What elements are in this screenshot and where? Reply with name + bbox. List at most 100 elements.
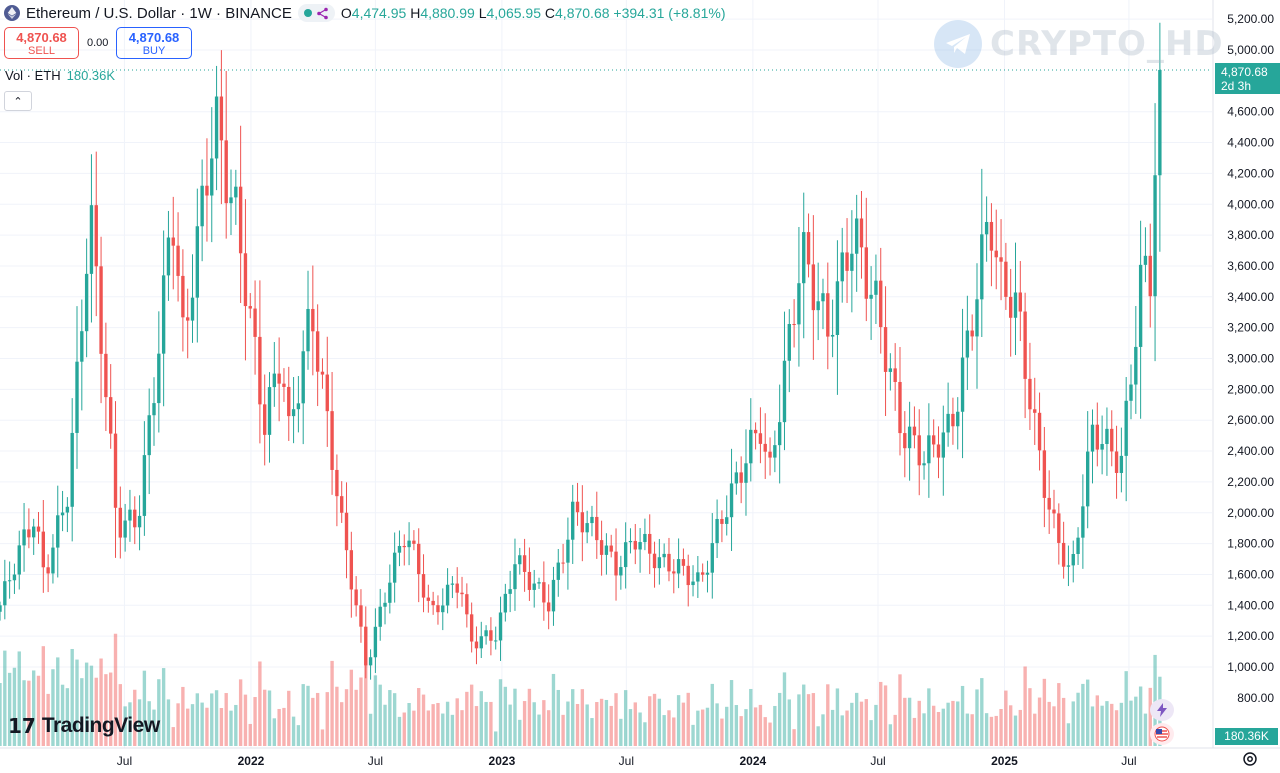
candle-body <box>243 253 248 307</box>
volume-bar <box>662 715 666 746</box>
volume-bar <box>113 633 118 746</box>
volume-bar <box>349 669 354 746</box>
volume-bar <box>970 714 974 746</box>
candle-body <box>56 515 60 548</box>
volume-bar <box>0 683 2 746</box>
candle-body <box>619 567 623 576</box>
candle-body <box>282 383 286 387</box>
candle-body <box>7 580 12 582</box>
candle-body <box>518 555 522 565</box>
candle-body <box>36 526 41 532</box>
candle-body <box>1114 451 1119 473</box>
lightning-icon[interactable] <box>1150 699 1174 721</box>
symbol-title[interactable]: Ethereum / U.S. Dollar · 1W · BINANCE <box>26 4 292 22</box>
volume-bar <box>965 713 970 746</box>
volume-bar <box>657 698 662 746</box>
candle-body <box>51 547 55 574</box>
volume-bar <box>956 701 960 746</box>
volume-bar <box>999 708 1003 746</box>
volume-bar <box>1061 697 1066 746</box>
volume-bar <box>604 699 609 746</box>
volume-bar <box>1148 687 1152 746</box>
tradingview-logo[interactable]: 17 TradingView <box>8 714 160 738</box>
candle-body <box>368 657 373 666</box>
candle-body <box>17 545 21 575</box>
candle-body <box>705 572 710 575</box>
candle-body <box>1134 346 1138 385</box>
candle-body <box>80 331 84 362</box>
volume-bar <box>1008 705 1013 746</box>
watermark: CRYPTO_HD <box>934 20 1224 68</box>
candle-body <box>503 593 508 613</box>
candle-body <box>821 293 825 302</box>
volume-bar <box>494 731 498 746</box>
candle-body <box>845 252 849 271</box>
candle-body <box>0 605 2 612</box>
candle-body <box>1124 400 1128 456</box>
settings-gear-icon[interactable] <box>1241 750 1259 768</box>
volume-bar <box>816 726 820 746</box>
chevron-up-icon: ⌃ <box>13 95 23 108</box>
candle-body <box>826 293 830 337</box>
volume-bar <box>869 720 873 746</box>
volume-bar <box>590 718 594 746</box>
y-axis-tick-label: 2,200.00 <box>1227 475 1274 489</box>
volume-bar <box>903 697 907 746</box>
candle-body <box>157 353 161 404</box>
candle-body <box>1066 565 1071 567</box>
candle-body <box>806 232 811 265</box>
candle-body <box>980 234 984 300</box>
volume-bar <box>431 704 435 746</box>
volume-legend[interactable]: Vol · ETH 180.36K <box>5 68 115 83</box>
candle-body <box>359 605 363 627</box>
candle-body <box>152 403 156 416</box>
volume-bar <box>1037 697 1042 746</box>
candle-body <box>1061 542 1066 567</box>
candle-body <box>238 186 243 254</box>
candle-body <box>835 281 840 335</box>
candle-body <box>205 185 209 196</box>
volume-bar <box>94 677 98 746</box>
volume-bar <box>729 680 734 746</box>
volume-bar <box>580 689 585 746</box>
watermark-text: CRYPTO_HD <box>990 24 1224 64</box>
candle-body <box>1119 455 1124 473</box>
volume-bar <box>70 648 74 746</box>
volume-bar <box>407 703 411 746</box>
candle-body <box>725 517 729 524</box>
candle-body <box>1047 497 1051 510</box>
candle-body <box>306 308 310 352</box>
candle-body <box>219 96 224 141</box>
candle-body <box>859 218 864 248</box>
volume-bar <box>152 709 156 746</box>
volume-bar <box>205 707 209 746</box>
candle-body <box>1018 292 1022 312</box>
x-axis-tick-label: Jul <box>870 754 885 768</box>
candle-body <box>431 600 435 606</box>
candle-body <box>224 140 228 204</box>
buy-button[interactable]: 4,870.68 BUY <box>116 27 192 59</box>
candle-body <box>672 571 676 574</box>
candle-body <box>378 606 382 627</box>
sell-button[interactable]: 4,870.68 SELL <box>4 27 79 59</box>
volume-bar <box>123 706 127 746</box>
candle-body <box>364 626 368 666</box>
volume-bar <box>1105 701 1109 746</box>
y-axis-tick-label: 5,200.00 <box>1227 12 1274 26</box>
volume-bar <box>383 704 387 746</box>
flag-icon[interactable] <box>1150 723 1174 745</box>
candle-body <box>1105 428 1109 444</box>
candle-body <box>556 562 560 580</box>
volume-bar <box>1110 703 1114 746</box>
volume-bar <box>917 700 921 746</box>
last-price-value: 4,870.68 <box>1221 65 1268 79</box>
volume-bar <box>696 710 700 746</box>
volume-bar <box>946 702 950 746</box>
candle-body <box>436 605 440 613</box>
market-status-pill[interactable] <box>297 4 335 22</box>
y-axis-tick-label: 2,400.00 <box>1227 444 1274 458</box>
volume-bar <box>200 702 204 746</box>
collapse-legend-button[interactable]: ⌃ <box>4 91 32 111</box>
volume-bar <box>296 725 301 746</box>
